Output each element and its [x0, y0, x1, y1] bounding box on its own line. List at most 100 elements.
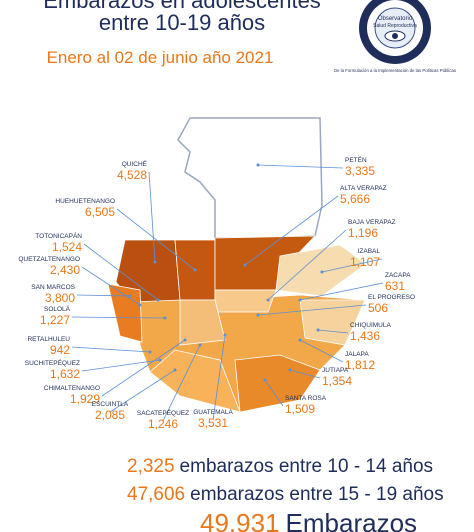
leader-dot — [163, 316, 167, 320]
summary-text: embarazos entre 10 - 14 años — [180, 456, 434, 477]
department-value: 1,509 — [285, 402, 315, 416]
leader-dot — [148, 350, 152, 354]
leader-line — [317, 329, 349, 334]
leader-line — [81, 359, 161, 372]
leader-dot — [298, 338, 302, 342]
department-name: HUEHUETENANGO — [55, 198, 115, 205]
summary-value: 2,325 — [127, 456, 175, 477]
title: entre 10-19 años — [99, 10, 265, 35]
total-line: 49,931 Embarazos — [200, 508, 417, 532]
logo-tagline: De la Formulación a la Implementación de… — [334, 68, 456, 73]
department-value: 5,666 — [340, 192, 370, 206]
leader-line — [162, 344, 201, 422]
leader-dot — [256, 163, 260, 167]
leader-line — [264, 379, 284, 407]
leader-dot — [320, 270, 324, 274]
department-name: QUICHÉ — [122, 159, 148, 168]
leader-line — [83, 243, 159, 301]
department-name: SOLOLÁ — [44, 304, 71, 313]
department-value: 3,800 — [45, 291, 75, 305]
department-value: 1,929 — [70, 392, 100, 406]
leader-line — [299, 339, 344, 363]
department-value: 1,436 — [350, 329, 380, 343]
department-value: 1,812 — [345, 358, 375, 372]
leader-dot — [193, 268, 197, 272]
leader-dot — [263, 378, 267, 382]
leader-line — [289, 369, 321, 379]
department-value: 4,528 — [117, 168, 147, 182]
department-value: 3,335 — [345, 164, 375, 178]
department-value: 1,246 — [148, 417, 178, 431]
leader-dot — [183, 338, 187, 342]
department-value: 2,430 — [50, 263, 80, 277]
logo-name: Salud Reproductiva — [373, 23, 417, 29]
department-name: PETÉN — [345, 155, 367, 164]
leader-line — [109, 369, 176, 413]
leader-line — [71, 346, 151, 353]
leader-line — [116, 208, 196, 271]
leader-line — [244, 195, 339, 266]
department-name: EL PROGRESO — [368, 294, 415, 301]
leader-dot — [266, 298, 270, 302]
subtitle: Enero al 02 de junio año 2021 — [47, 48, 274, 67]
department-name: CHIMALTENANGO — [44, 385, 100, 392]
department-name: SACATEPÉQUEZ — [137, 408, 189, 417]
department-value: 942 — [50, 343, 70, 357]
department-value: 1,354 — [322, 374, 352, 388]
department-name: SANTA ROSA — [285, 395, 327, 402]
leader-dot — [198, 343, 202, 347]
summary-line: 47,606 embarazos entre 15 - 19 años — [127, 484, 444, 505]
department-value: 2,085 — [95, 408, 125, 422]
department-value: 1,632 — [50, 367, 80, 381]
total-value: 49,931 — [200, 508, 280, 532]
department-name: ESCUINTLA — [92, 401, 129, 408]
department-name: TOTONICAPÁN — [35, 231, 82, 240]
leader-dot — [316, 328, 320, 332]
department-value: 1,524 — [52, 240, 82, 254]
leader-line — [76, 294, 131, 297]
leader-line — [257, 304, 367, 316]
total-text: Embarazos — [286, 508, 418, 532]
leader-dot — [223, 333, 227, 337]
summary-value: 47,606 — [127, 484, 185, 505]
department-name: ZACAPA — [385, 272, 411, 279]
department-value: 1,196 — [348, 226, 378, 240]
department-name: ALTA VERAPAZ — [340, 185, 387, 192]
leader-line — [81, 266, 141, 306]
department-name: CHIQUIMULA — [350, 322, 391, 329]
department-name: SUCHITEPÉQUEZ — [25, 358, 80, 367]
leader-line — [101, 339, 186, 397]
leader-line — [148, 171, 156, 263]
department-value: 1,227 — [40, 313, 70, 327]
leader-line — [212, 334, 226, 421]
summary-text: embarazos entre 15 - 19 años — [190, 484, 444, 505]
leader-dot — [138, 303, 142, 307]
leader-dot — [288, 368, 292, 372]
leader-line — [299, 282, 384, 301]
department-value: 6,505 — [85, 205, 115, 219]
department-name: SAN MARCOS — [31, 284, 75, 291]
map — [107, 117, 367, 413]
leader-dot — [173, 368, 177, 372]
leader-line — [71, 316, 166, 319]
leader-line — [267, 229, 347, 301]
leader-dot — [256, 313, 260, 317]
leader-line — [321, 258, 383, 273]
leader-dot — [298, 298, 302, 302]
department-value: 506 — [368, 301, 388, 315]
department-value: 1,107 — [350, 255, 380, 269]
department-name: GUATEMALA — [193, 409, 233, 416]
leader-dot — [158, 358, 162, 362]
department-name: JALAPA — [345, 351, 369, 358]
logo: Observatorio Salud Reproductiva De la Fo… — [334, 0, 456, 73]
department-value: 631 — [385, 279, 405, 293]
department-name: JUTIAPA — [322, 367, 349, 374]
logo-name: Observatorio — [378, 16, 413, 22]
department-name: IZABAL — [358, 248, 381, 255]
leader-dot — [243, 263, 247, 267]
department-name: QUETZALTENANGO — [18, 256, 80, 263]
leader-dot — [128, 294, 132, 298]
department-value: 3,531 — [198, 416, 228, 430]
leader-dot — [153, 260, 157, 264]
